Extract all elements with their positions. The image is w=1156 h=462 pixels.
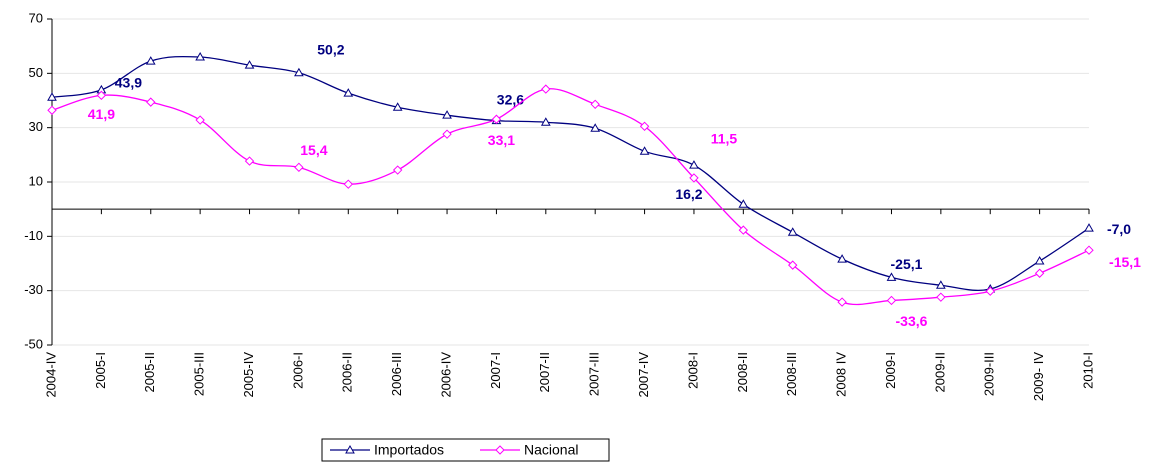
x-tick-label: 2007-III	[587, 352, 602, 396]
marker	[935, 280, 946, 289]
value-label: 33,1	[488, 132, 515, 148]
x-tick-label: 2009-III	[982, 352, 997, 396]
marker	[738, 199, 749, 208]
marker	[590, 123, 601, 132]
marker	[491, 114, 502, 124]
x-tick-label: 2007-IV	[636, 352, 651, 398]
marker	[195, 115, 205, 125]
legend-label: Importados	[374, 442, 444, 458]
legend-marker	[495, 445, 505, 455]
value-label: -25,1	[891, 256, 923, 272]
legend: Importados Nacional	[321, 438, 610, 462]
marker	[886, 295, 897, 306]
marker	[244, 156, 255, 166]
y-tick-label: -30	[24, 282, 43, 297]
value-label: 50,2	[317, 41, 344, 57]
x-tick-label: 2008-II	[735, 352, 750, 392]
marker	[1034, 268, 1045, 278]
y-tick-label: 30	[29, 119, 43, 134]
x-tick-label: 2005-IV	[241, 352, 256, 398]
legend-box	[321, 438, 610, 462]
marker	[689, 160, 699, 169]
marker	[541, 84, 551, 94]
series-line	[51, 88, 1090, 306]
x-tick-label: 2005-II	[142, 352, 157, 392]
value-label: 15,4	[300, 142, 327, 158]
marker	[96, 90, 107, 101]
marker	[540, 117, 551, 126]
marker	[392, 102, 403, 111]
y-tick-label: 50	[29, 65, 43, 80]
marker	[195, 52, 206, 61]
marker	[590, 99, 600, 110]
value-label: 32,6	[497, 91, 524, 107]
x-tick-label: 2009-I	[883, 352, 898, 389]
x-tick-label: 2006-I	[290, 352, 305, 389]
x-tick-label: 2010-I	[1080, 352, 1095, 389]
marker	[343, 179, 353, 189]
value-label: 16,2	[675, 186, 702, 202]
marker	[689, 173, 699, 183]
marker	[47, 105, 57, 115]
value-label: 41,9	[88, 106, 115, 122]
value-label: -7,0	[1107, 221, 1131, 237]
marker	[392, 165, 403, 175]
x-tick-label: 2008-III	[784, 352, 799, 396]
y-tick-label: -10	[24, 228, 43, 243]
marker	[294, 67, 304, 77]
x-tick-label: 2008 IV	[834, 352, 849, 397]
marker	[294, 162, 304, 173]
value-label: 43,9	[115, 75, 142, 91]
marker	[244, 60, 255, 69]
marker	[1084, 245, 1094, 255]
marker	[343, 88, 354, 97]
marker	[1034, 256, 1045, 265]
x-tick-label: 2009- IV	[1031, 352, 1046, 401]
y-tick-label: 10	[29, 173, 43, 188]
x-tick-label: 2009-II	[932, 352, 947, 392]
x-tick-label: 2006-II	[340, 352, 355, 392]
marker	[442, 129, 452, 139]
x-tick-label: 2007-II	[537, 352, 552, 392]
value-label: -15,1	[1109, 254, 1141, 270]
y-tick-label: 70	[29, 10, 43, 25]
x-tick-label: 2005-I	[93, 352, 108, 389]
legend-marker	[345, 444, 355, 454]
x-tick-label: 2006-III	[389, 352, 404, 396]
marker	[1084, 223, 1094, 232]
marker	[837, 254, 847, 263]
marker	[886, 272, 897, 281]
series-line	[51, 55, 1090, 292]
x-tick-label: 2008-I	[685, 352, 700, 389]
x-tick-label: 2005-III	[192, 352, 207, 396]
y-tick-label: -50	[24, 336, 43, 351]
marker	[442, 110, 452, 119]
value-label: 11,5	[711, 131, 738, 147]
marker	[639, 121, 650, 132]
x-tick-label: 2006-IV	[438, 352, 453, 398]
marker	[837, 297, 847, 307]
marker	[936, 292, 946, 302]
marker	[47, 92, 57, 101]
x-tick-label: 2007-I	[488, 352, 503, 389]
marker	[146, 97, 156, 107]
value-label: -33,6	[896, 313, 928, 329]
marker	[738, 225, 749, 235]
marker	[985, 286, 995, 296]
x-tick-label: 2004-IV	[43, 352, 58, 398]
marker	[787, 227, 798, 236]
marker	[639, 146, 650, 155]
legend-label: Nacional	[524, 442, 578, 458]
marker	[788, 260, 798, 270]
marker	[145, 56, 156, 65]
